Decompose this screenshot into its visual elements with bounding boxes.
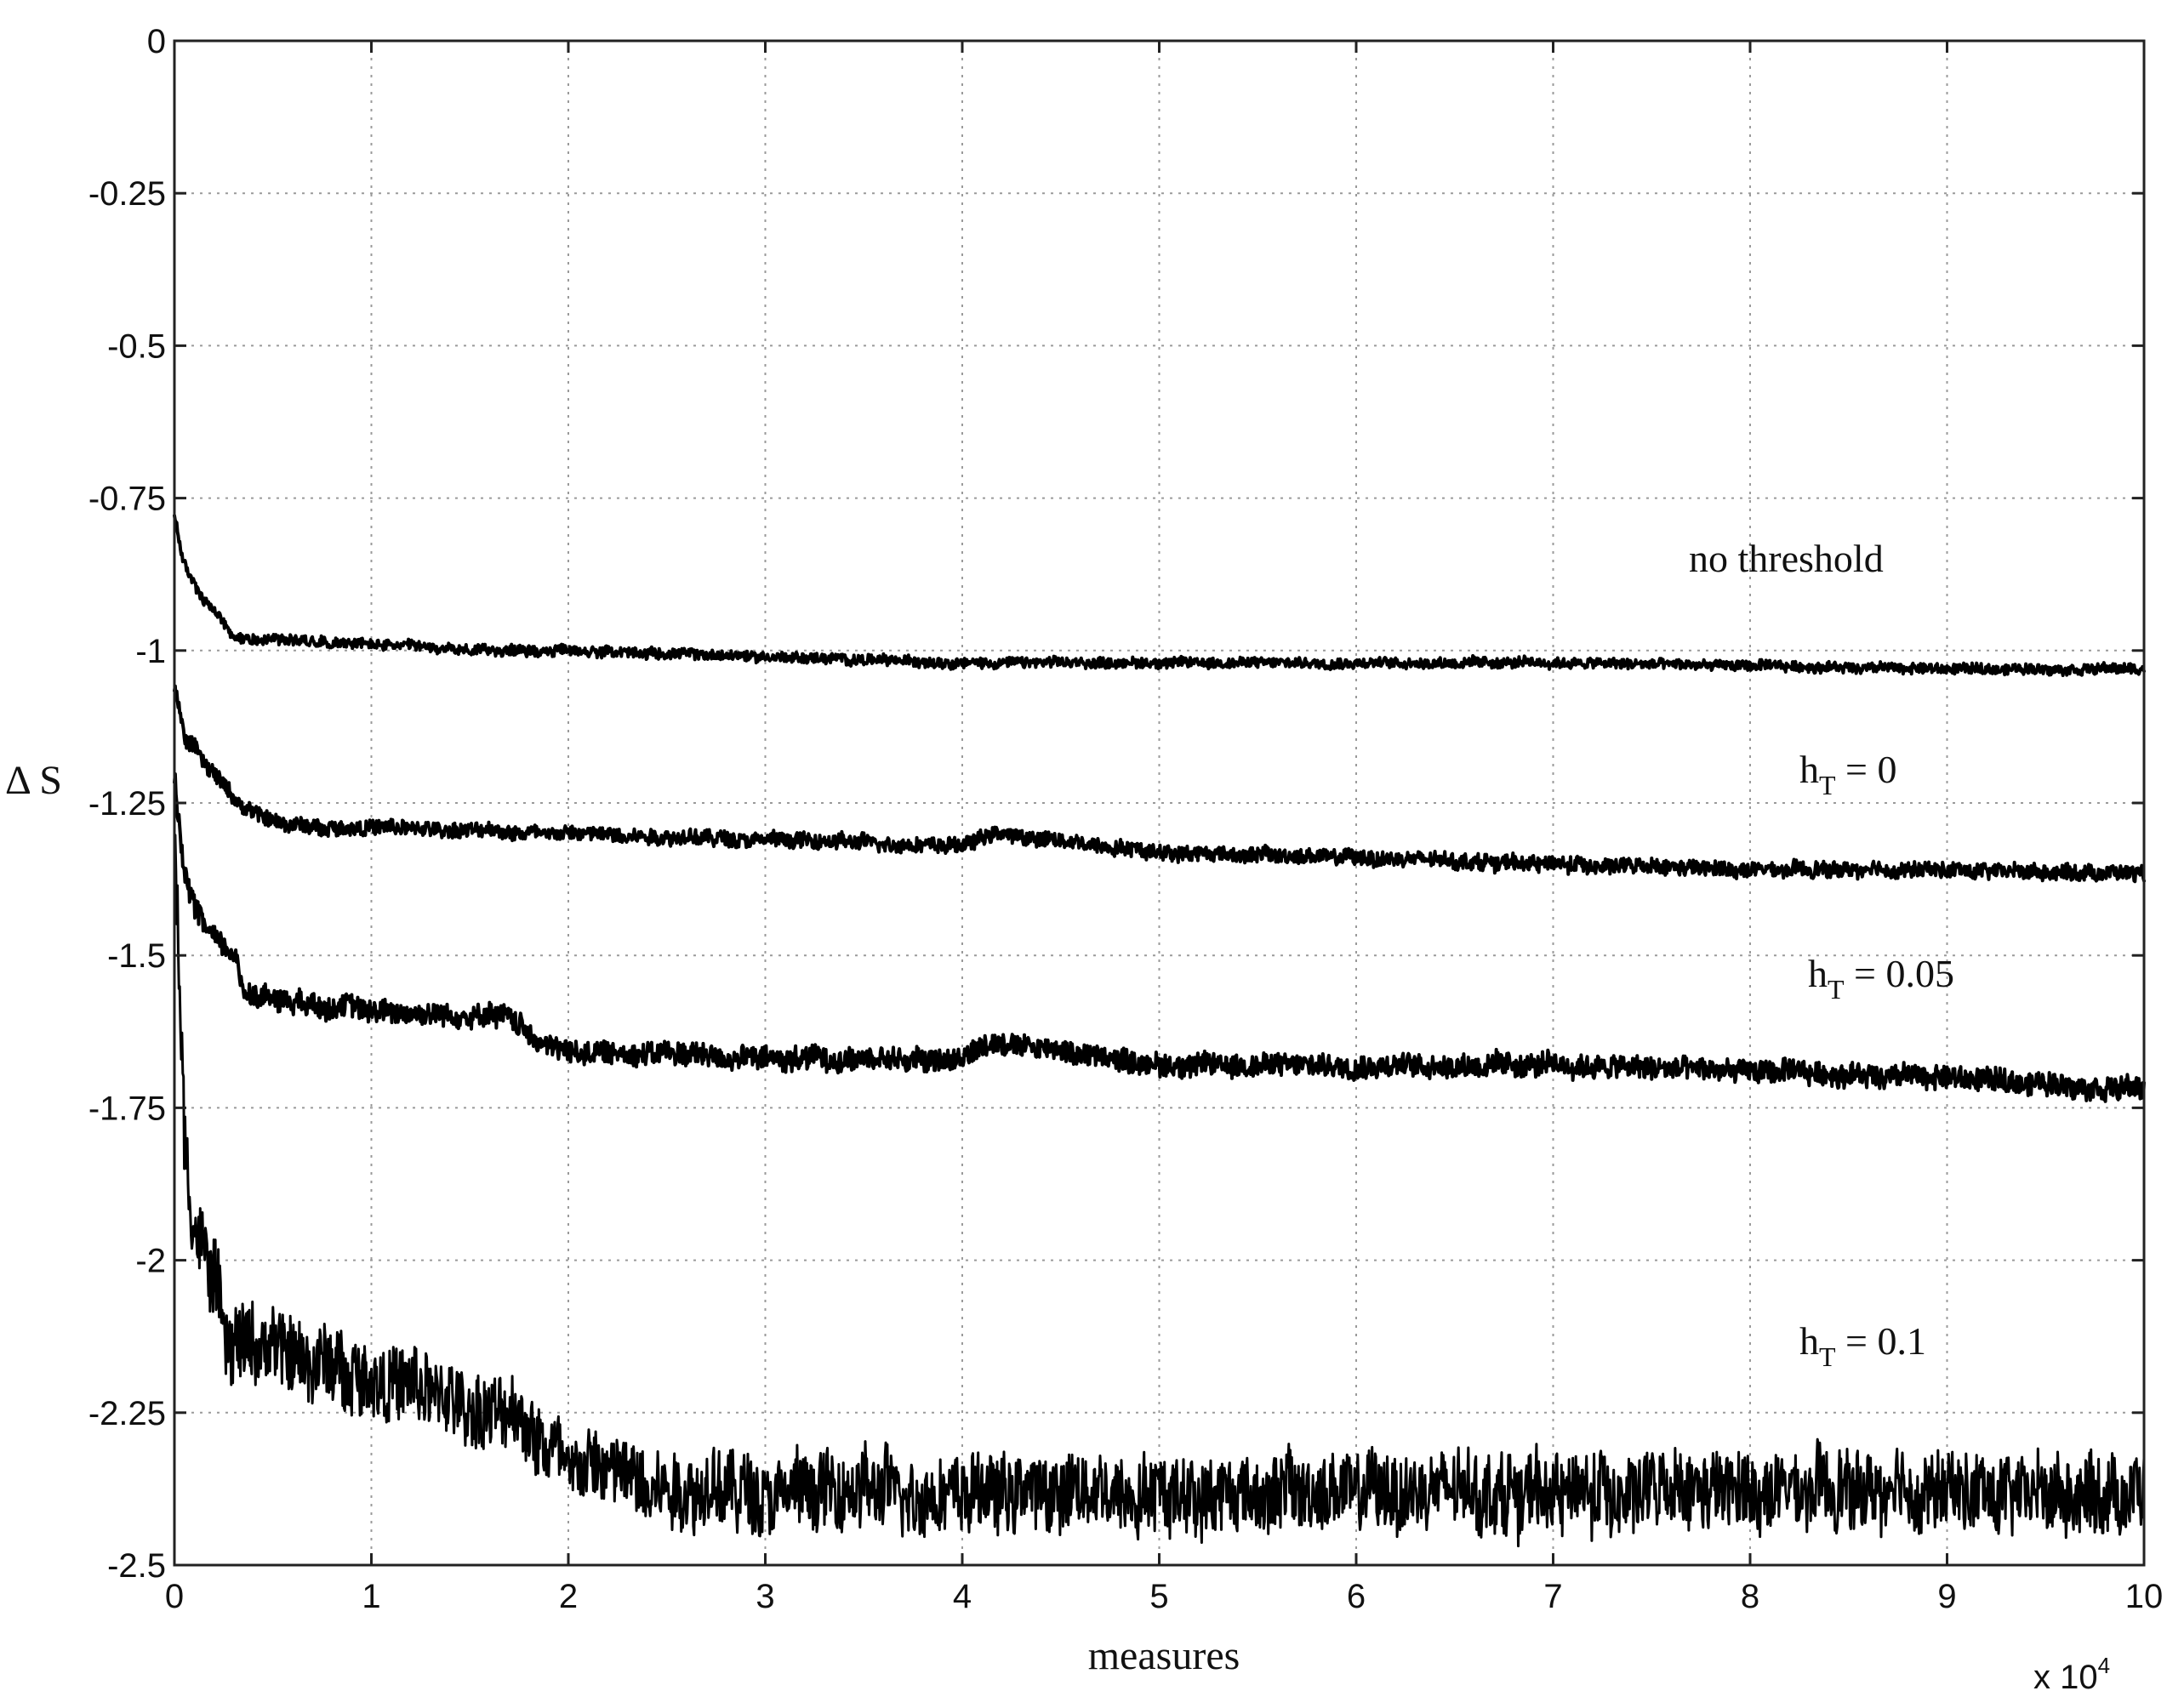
x-tick-label: 5 bbox=[1149, 1578, 1168, 1615]
x-tick-label: 0 bbox=[165, 1578, 184, 1615]
series-line-0 bbox=[173, 514, 2146, 677]
series-layer bbox=[173, 514, 2146, 1548]
annotation-ht-0-05: hT = 0.05 bbox=[1808, 952, 1954, 1005]
y-tick-label: -1.25 bbox=[88, 785, 166, 823]
series-line-2 bbox=[173, 772, 2146, 1103]
x-tick-label: 7 bbox=[1543, 1578, 1562, 1615]
x-axis-multiplier-exponent: 4 bbox=[2098, 1653, 2110, 1678]
x-axis-multiplier-base: x 10 bbox=[2033, 1659, 2098, 1696]
x-axis-label: measures bbox=[1088, 1633, 1240, 1678]
annotation-ht-0-1: hT = 0.1 bbox=[1799, 1319, 1926, 1372]
annotation-ht-0: hT = 0 bbox=[1799, 748, 1897, 800]
annotation-no-threshold: no threshold bbox=[1689, 537, 1884, 580]
y-tick-label: 0 bbox=[147, 23, 166, 60]
y-tick-label: -2.5 bbox=[107, 1547, 166, 1585]
y-tick-label: -1 bbox=[135, 633, 166, 670]
x-tick-label: 2 bbox=[559, 1578, 578, 1615]
series-line-1 bbox=[173, 684, 2146, 884]
x-tick-label: 8 bbox=[1741, 1578, 1759, 1615]
y-tick-label: -0.25 bbox=[88, 175, 166, 213]
y-tick-label: -2 bbox=[135, 1243, 166, 1280]
x-axis-multiplier: x 104 bbox=[2033, 1653, 2110, 1696]
y-axis-ticks: 0 -0.25 -0.5 -0.75 -1 -1.25 -1.5 -1.75 -2 -2.25 -2… bbox=[88, 23, 2144, 1585]
series-line-3 bbox=[173, 834, 2146, 1548]
x-tick-label: 10 bbox=[2125, 1578, 2164, 1615]
y-tick-label: -2.25 bbox=[88, 1395, 166, 1432]
x-tick-label: 1 bbox=[362, 1578, 380, 1615]
x-tick-label: 9 bbox=[1937, 1578, 1956, 1615]
y-tick-label: -0.5 bbox=[107, 327, 166, 365]
x-tick-label: 4 bbox=[953, 1578, 972, 1615]
x-tick-label: 3 bbox=[756, 1578, 774, 1615]
x-axis-ticks: 0 1 2 3 4 5 6 7 8 9 10 bbox=[165, 41, 2163, 1615]
y-tick-label: -1.5 bbox=[107, 937, 166, 975]
y-tick-label: -1.75 bbox=[88, 1090, 166, 1127]
x-tick-label: 6 bbox=[1347, 1578, 1366, 1615]
y-axis-label: Δ S bbox=[5, 758, 62, 803]
y-tick-label: -0.75 bbox=[88, 481, 166, 518]
